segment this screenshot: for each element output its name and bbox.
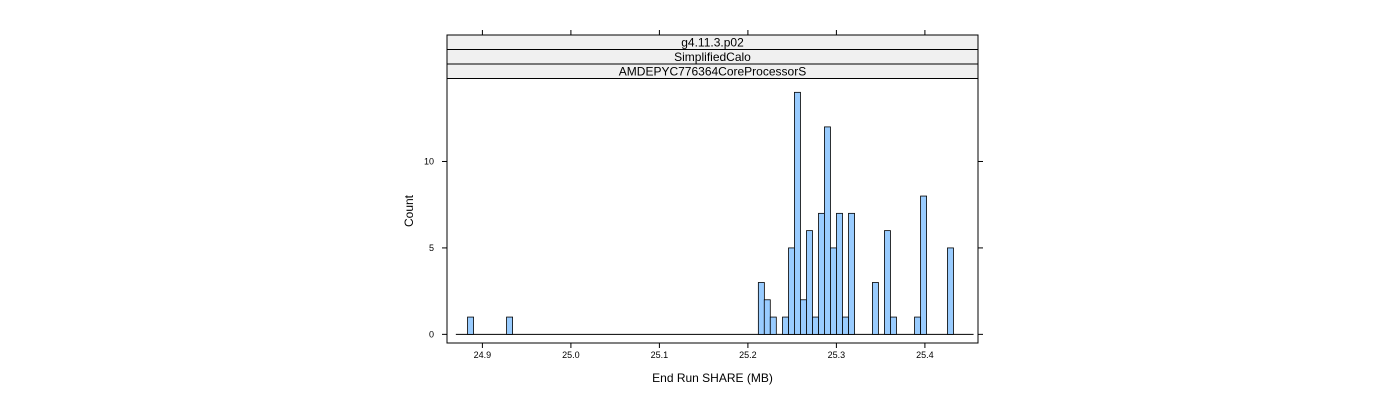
histogram-bar — [812, 316, 819, 335]
histogram-bar — [842, 316, 849, 335]
histogram-bar — [506, 316, 513, 335]
x-tick-label: 25.0 — [562, 350, 580, 360]
histogram-bar — [794, 91, 801, 335]
strip-3-label: AMDEPYC776364CoreProcessorS — [619, 65, 806, 79]
y-tick-label: 0 — [429, 329, 434, 339]
histogram-bar — [947, 247, 954, 335]
histogram-bar — [890, 316, 897, 335]
histogram-bar — [800, 299, 807, 335]
x-tick-label: 25.4 — [916, 350, 934, 360]
y-tick-label: 10 — [424, 156, 434, 166]
x-tick-label: 24.9 — [474, 350, 492, 360]
histogram-bar — [824, 126, 831, 335]
y-axis: 0 5 10 — [424, 156, 983, 339]
strip-2-label: SimplifiedCalo — [674, 50, 751, 64]
histogram-bar — [830, 247, 837, 335]
histogram-bar — [920, 195, 927, 335]
histogram-bar — [806, 230, 813, 335]
x-tick-label: 25.2 — [739, 350, 757, 360]
histogram-bar — [818, 212, 825, 335]
histogram-bar — [914, 316, 921, 335]
x-tick-label: 25.1 — [651, 350, 669, 360]
histogram-bar — [757, 282, 765, 335]
histogram-bar — [763, 299, 771, 335]
histogram-bar — [884, 230, 891, 335]
x-axis: 24.9 25.0 25.1 25.2 25.3 25.4 — [474, 30, 934, 360]
strip-1-label: g4.11.3.p02 — [681, 36, 744, 50]
histogram-bar — [848, 212, 855, 335]
histogram-bars — [455, 91, 974, 335]
x-tick-label: 25.3 — [828, 350, 846, 360]
histogram-bar — [782, 316, 789, 335]
histogram-bar — [467, 316, 474, 335]
y-tick-label: 5 — [429, 243, 434, 253]
x-axis-title: End Run SHARE (MB) — [652, 371, 773, 385]
strip-headers: g4.11.3.p02 SimplifiedCalo AMDEPYC776364… — [446, 34, 979, 79]
histogram-bar — [836, 212, 843, 335]
histogram-bar — [788, 247, 795, 335]
plot-panel — [446, 78, 979, 344]
histogram-bar — [872, 282, 879, 335]
y-axis-title: Count — [402, 194, 416, 227]
histogram-bar — [769, 316, 777, 335]
